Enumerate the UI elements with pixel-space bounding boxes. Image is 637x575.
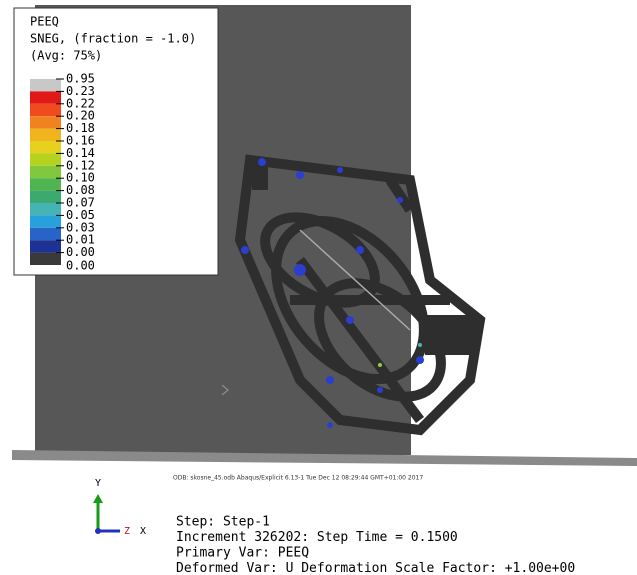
- legend-swatch: [30, 203, 61, 215]
- legend-swatch: [30, 141, 61, 153]
- legend-swatch: [30, 215, 61, 227]
- legend-swatch: [30, 79, 61, 91]
- legend-title: PEEQ: [30, 15, 59, 29]
- triad-x: X: [140, 526, 146, 537]
- legend-swatch: [30, 253, 61, 265]
- legend-swatch: [30, 91, 61, 103]
- legend-swatch: [30, 191, 61, 203]
- page: PEEQSNEG, (fraction = -1.0)(Avg: 75%)0.9…: [0, 0, 637, 575]
- step-line: Primary Var: PEEQ: [176, 546, 309, 561]
- legend-swatch: [30, 129, 61, 141]
- triad: Y Z X: [93, 478, 146, 537]
- legend-label: 0.00: [66, 259, 95, 273]
- legend-swatch: [30, 116, 61, 128]
- legend-swatch: [30, 153, 61, 165]
- legend-swatch: [30, 104, 61, 116]
- legend-swatch: [30, 240, 61, 252]
- odb-info: ODB: skosne_45.odb Abaqus/Explicit 6.13-…: [173, 475, 423, 482]
- legend-swatch: [30, 178, 61, 190]
- legend-swatch: [30, 228, 61, 240]
- triad-y: Y: [95, 478, 101, 489]
- legend-label: 0.00: [66, 245, 95, 259]
- triad-z: Z: [124, 526, 130, 537]
- legend-swatch: [30, 166, 61, 178]
- legend-title: SNEG, (fraction = -1.0): [30, 32, 196, 46]
- step-line: Deformed Var: U Deformation Scale Factor…: [176, 561, 575, 575]
- legend-title: (Avg: 75%): [30, 49, 102, 63]
- step-line: Step: Step-1: [176, 515, 270, 530]
- viewport: PEEQSNEG, (fraction = -1.0)(Avg: 75%)0.9…: [0, 0, 637, 575]
- step-line: Increment 326202: Step Time = 0.1500: [176, 530, 458, 545]
